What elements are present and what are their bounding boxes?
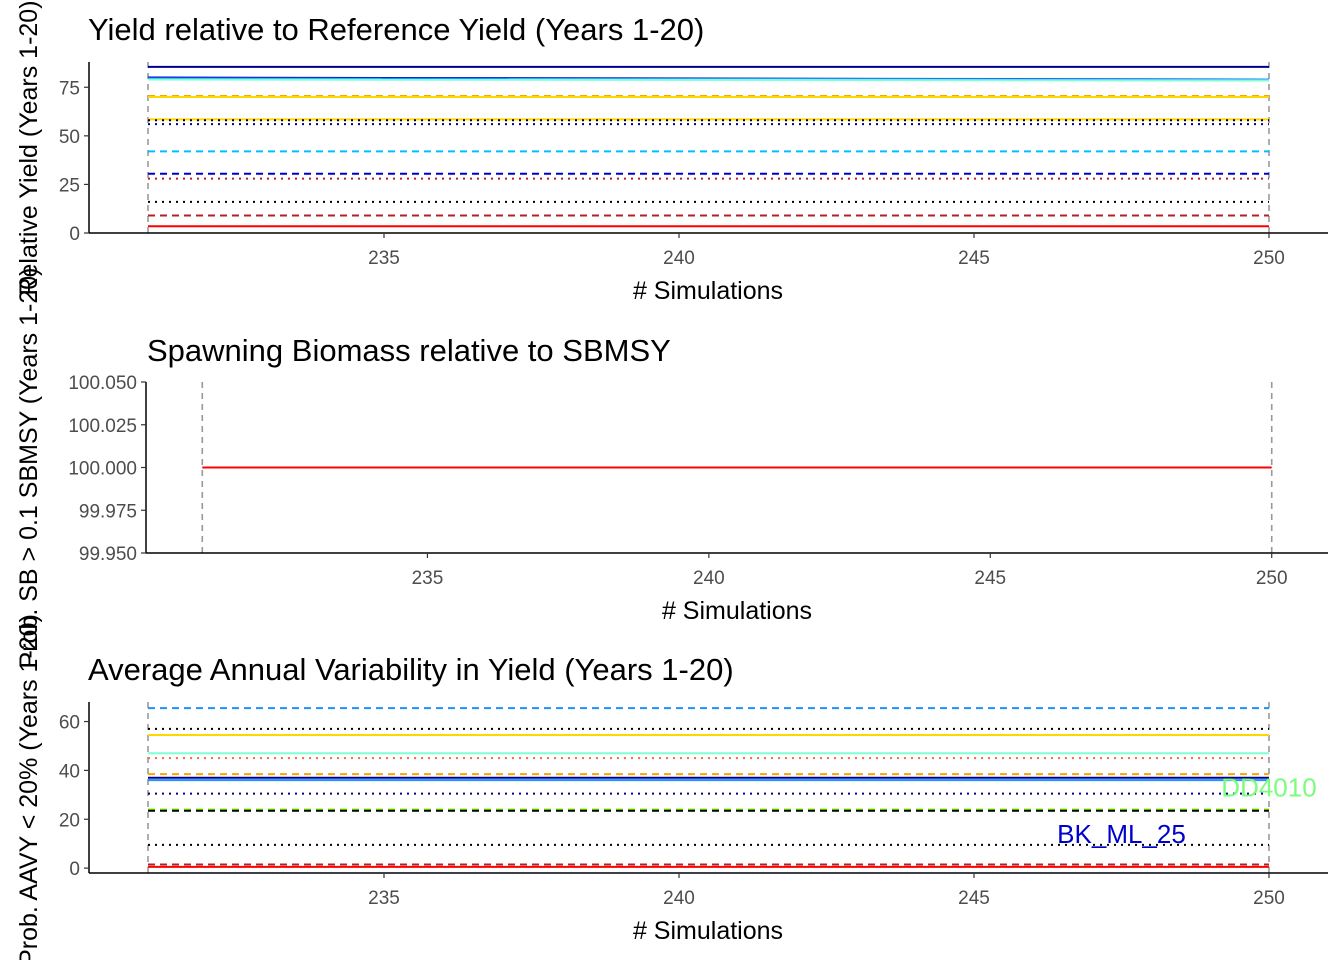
x-tick-label: 235 xyxy=(368,248,400,269)
y-tick-label: 25 xyxy=(59,175,80,196)
y-tick-label: 99.975 xyxy=(79,501,137,522)
series-annotation: BK_ML_25 xyxy=(1057,819,1186,849)
series-group xyxy=(147,62,1270,233)
series-annotation: DD4010 xyxy=(1221,773,1316,803)
y-axis-label: Prob. AAVY < 20% (Years 1-20) xyxy=(15,614,43,960)
x-tick-label: 250 xyxy=(1253,248,1285,269)
y-tick-label: 20 xyxy=(59,810,80,831)
chart-title: Yield relative to Reference Yield (Years… xyxy=(88,12,704,47)
axes: 235 240 245 250 0 25 50 75 xyxy=(59,62,1328,269)
y-tick-label: 40 xyxy=(59,761,80,782)
y-tick-label: 50 xyxy=(59,127,80,148)
x-tick-label: 235 xyxy=(368,888,400,909)
x-axis-label: # Simulations xyxy=(633,277,783,305)
panel-aavy: Average Annual Variability in Yield (Yea… xyxy=(15,614,1328,960)
y-tick-label: 75 xyxy=(59,78,80,99)
x-axis-label: # Simulations xyxy=(633,917,783,945)
chart-title: Spawning Biomass relative to SBMSY xyxy=(147,333,671,368)
x-axis-label: # Simulations xyxy=(662,597,812,625)
x-tick-label: 245 xyxy=(958,888,990,909)
x-tick-label: 240 xyxy=(693,568,725,589)
series-group xyxy=(201,382,1273,553)
y-tick-label: 60 xyxy=(59,713,80,734)
y-axis-label: Relative Yield (Years 1-20) xyxy=(15,0,43,295)
y-tick-label: 100.025 xyxy=(68,416,137,437)
x-tick-label: 250 xyxy=(1256,568,1288,589)
y-tick-label: 100.050 xyxy=(68,373,137,394)
x-tick-label: 245 xyxy=(958,248,990,269)
x-tick-label: 245 xyxy=(974,568,1006,589)
y-tick-label: 0 xyxy=(69,224,80,245)
y-tick-label: 99.950 xyxy=(79,544,137,565)
y-tick-label: 100.000 xyxy=(68,459,137,480)
axes: 235 240 245 250 99.950 99.975 100.000 100.025 10… xyxy=(68,373,1328,589)
x-tick-label: 250 xyxy=(1253,888,1285,909)
panel-biomass: Spawning Biomass relative to SBMSY 235 24… xyxy=(15,268,1328,669)
y-axis-label: Prob. SB > 0.1 SBMSY (Years 1-20) xyxy=(15,268,43,669)
x-tick-label: 235 xyxy=(412,568,444,589)
panel-yield: Yield relative to Reference Yield (Years… xyxy=(15,0,1328,305)
chart-title: Average Annual Variability in Yield (Yea… xyxy=(88,652,734,687)
axes: 235 240 245 250 0 20 40 60 xyxy=(59,702,1328,909)
series-group: DD4010 BK_ML_25 xyxy=(147,702,1317,873)
y-tick-label: 0 xyxy=(69,859,80,880)
x-tick-label: 240 xyxy=(663,248,695,269)
x-tick-label: 240 xyxy=(663,888,695,909)
series-line xyxy=(147,78,1270,82)
